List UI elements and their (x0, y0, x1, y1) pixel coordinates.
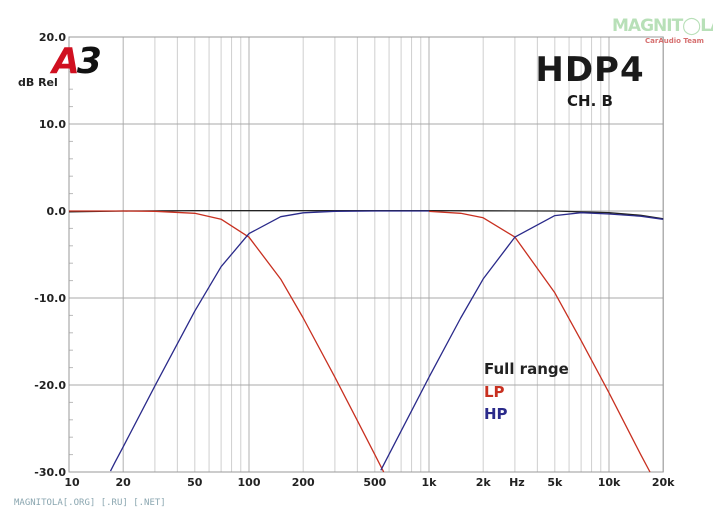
plot-frame (68, 36, 664, 473)
series-line-lp (69, 210, 385, 473)
legend-hp: HP (484, 405, 508, 423)
x-tick-label: 5k (547, 476, 563, 489)
x-tick-label: 100 (238, 476, 261, 489)
magnitola-watermark-logo: MAGNIT◯LA (612, 16, 713, 36)
x-tick-label: 200 (292, 476, 315, 489)
y-tick-label: 20.0 (39, 31, 66, 44)
chart-subtitle: CH. B (567, 92, 613, 110)
x-tick-label: 50 (187, 476, 203, 489)
x-tick-label: 2k (476, 476, 492, 489)
x-tick-label: 20 (116, 476, 132, 489)
x-tick-label: 20k (652, 476, 675, 489)
x-tick-label: 10k (598, 476, 621, 489)
watermark-subtitle: CarAudio Team (645, 37, 704, 45)
x-tick-label: 1k (422, 476, 438, 489)
a3-logo: A3 (52, 41, 102, 82)
footer-watermark: MAGNITOLA[.ORG] [.RU] [.NET] (14, 498, 166, 508)
series-line-full-range (68, 209, 664, 220)
y-tick-label: -20.0 (34, 379, 66, 392)
y-tick-label: 0.0 (47, 205, 67, 218)
series-line-hp (380, 212, 664, 471)
series-line-hp (109, 210, 429, 472)
y-tick-label: -10.0 (34, 292, 66, 305)
chart-title: HDP4 (535, 50, 645, 90)
legend-lp: LP (484, 383, 505, 401)
y-axis-label: dB Rel (18, 76, 58, 89)
y-tick-label: -30.0 (34, 466, 66, 479)
y-tick-label: 10.0 (39, 118, 66, 131)
x-tick-label: 500 (363, 476, 386, 489)
x-tick-label: 10 (64, 476, 80, 489)
x-axis-unit-label: Hz (509, 476, 525, 489)
series-line-lp (428, 210, 651, 473)
legend-full-range: Full range (484, 360, 569, 378)
